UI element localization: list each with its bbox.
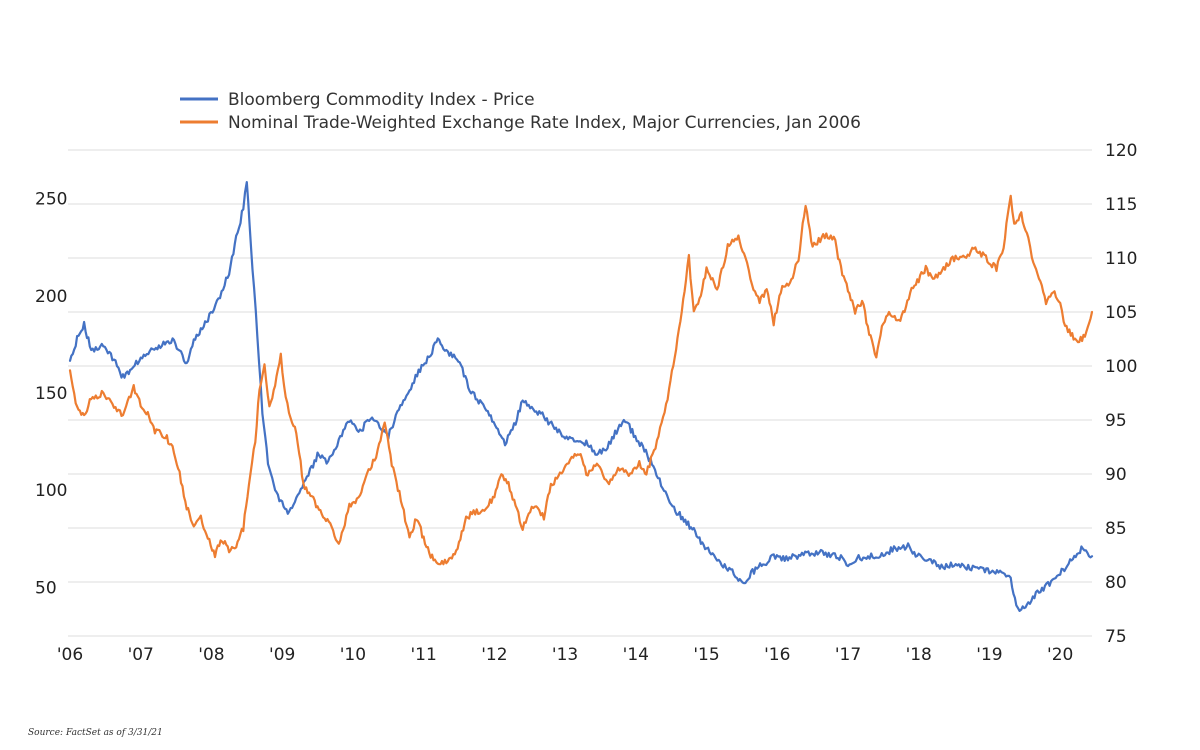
source-note: Source: FactSet as of 3/31/21 <box>28 728 163 738</box>
gridlines <box>68 149 1092 637</box>
right-tick-label: 120 <box>1105 141 1137 161</box>
left-tick-label: 150 <box>35 384 67 404</box>
x-tick-label: '16 <box>764 645 790 665</box>
x-tick-label: '18 <box>906 645 932 665</box>
right-tick-label: 95 <box>1105 411 1127 431</box>
x-axis-tick-labels: '06 '07 '08 '09 '10 '11 '12 '13 '14 '15 '16 '17 '18 '… <box>57 645 1073 665</box>
right-tick-label: 75 <box>1105 627 1127 647</box>
left-tick-label: 250 <box>35 190 67 210</box>
x-tick-label: '12 <box>481 645 507 665</box>
x-tick-label: '10 <box>340 645 366 665</box>
x-tick-label: '20 <box>1047 645 1073 665</box>
x-tick-label: '11 <box>410 645 436 665</box>
x-tick-label: '15 <box>693 645 719 665</box>
right-tick-label: 110 <box>1105 249 1137 269</box>
x-tick-label: '17 <box>835 645 861 665</box>
right-tick-label: 85 <box>1105 519 1127 539</box>
right-tick-label: 80 <box>1105 573 1127 593</box>
legend: Bloomberg Commodity Index - Price Nomina… <box>180 90 861 133</box>
x-tick-label: '19 <box>976 645 1002 665</box>
x-tick-label: '09 <box>269 645 295 665</box>
right-tick-label: 100 <box>1105 357 1137 377</box>
legend-label-commodity: Bloomberg Commodity Index - Price <box>228 90 535 110</box>
right-tick-label: 115 <box>1105 195 1137 215</box>
x-tick-label: '08 <box>198 645 224 665</box>
x-tick-label: '13 <box>552 645 578 665</box>
x-tick-label: '14 <box>623 645 649 665</box>
series-line-exchange-rate <box>68 194 1094 566</box>
x-tick-label: '07 <box>128 645 154 665</box>
series-line-commodity <box>68 181 1094 612</box>
series-lines <box>68 181 1094 612</box>
right-axis-tick-labels: 75 80 85 90 95 100 105 110 115 120 <box>1105 141 1137 647</box>
left-tick-label: 100 <box>35 481 67 501</box>
left-axis-tick-labels: 50 100 150 200 250 <box>35 190 67 599</box>
right-tick-label: 90 <box>1105 465 1127 485</box>
x-tick-label: '06 <box>57 645 83 665</box>
left-tick-label: 50 <box>35 578 57 598</box>
right-tick-label: 105 <box>1105 303 1137 323</box>
left-tick-label: 200 <box>35 287 67 307</box>
legend-label-exchange-rate: Nominal Trade-Weighted Exchange Rate Ind… <box>228 113 861 133</box>
